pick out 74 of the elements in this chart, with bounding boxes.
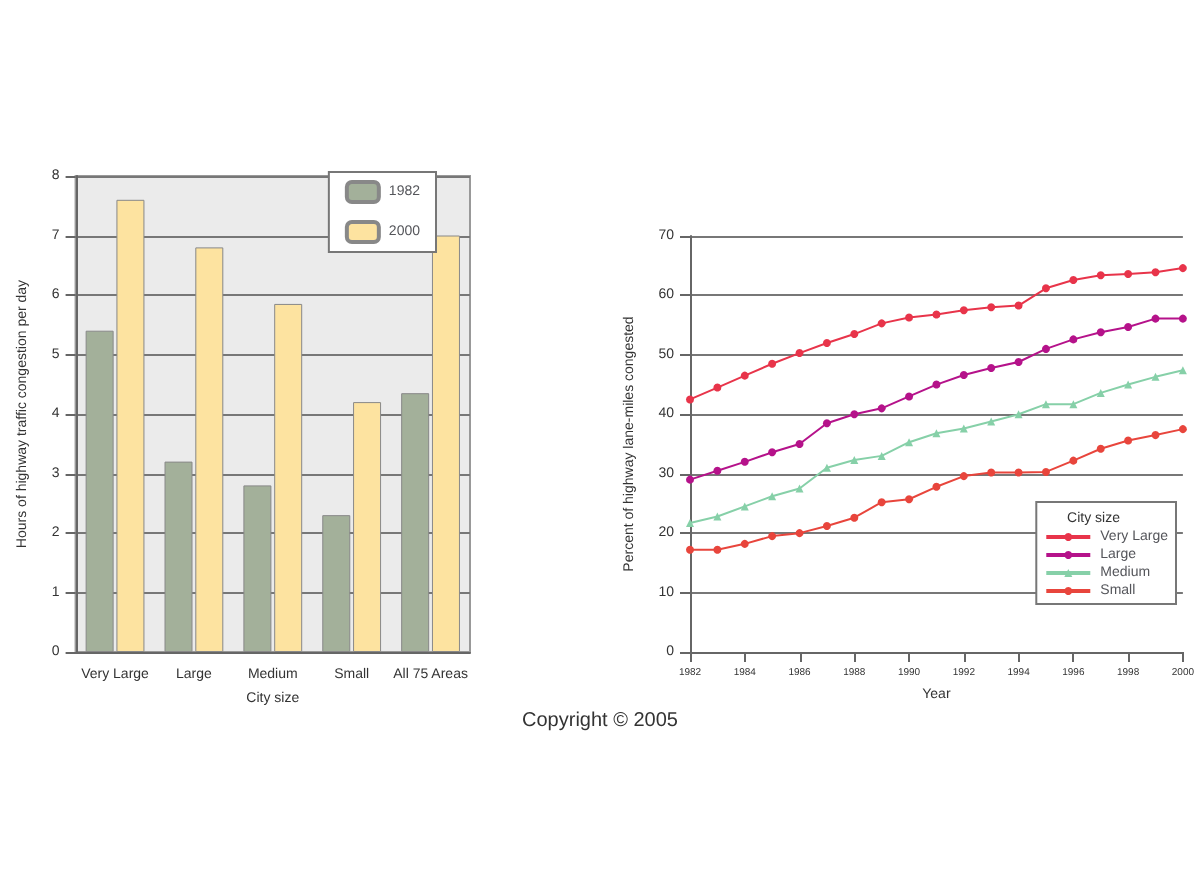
text: Copyright © 2005 [520,710,680,732]
point [1124,270,1133,279]
point [768,359,777,368]
point [1014,468,1023,477]
point [686,475,694,484]
point [905,495,914,504]
point [713,512,722,521]
point [822,522,831,531]
point [1178,314,1187,323]
point [795,484,804,493]
point [686,519,694,528]
point [1014,410,1023,419]
point [850,513,859,522]
point [1124,380,1133,389]
point [822,463,831,472]
point [1124,436,1133,445]
point [959,472,968,481]
point [1151,314,1160,323]
point [713,383,722,392]
point [713,466,722,475]
point [959,424,968,433]
point [1151,268,1160,277]
point [1151,431,1160,440]
point [768,532,777,541]
point [1069,335,1078,344]
point [1014,301,1023,310]
point [905,438,914,447]
point [1069,400,1078,409]
point [959,306,968,315]
point [850,410,859,419]
point [795,440,804,448]
point [1124,322,1133,331]
point [795,349,804,358]
point [905,313,914,322]
point [905,392,914,401]
point [1178,425,1187,434]
point [877,319,886,328]
point [932,310,941,319]
point [822,419,831,428]
point [877,404,886,413]
point [1041,284,1050,293]
point [1096,444,1105,453]
line-series [686,366,1187,528]
point [1096,271,1105,280]
point [822,338,831,347]
point [932,482,941,491]
point [850,330,859,339]
point [1069,275,1078,284]
point [1096,328,1105,337]
point [959,371,968,380]
point [987,468,996,477]
point [1041,400,1050,409]
point [740,457,749,466]
point [713,545,722,554]
point [877,498,886,507]
point [740,371,749,380]
point [932,380,941,389]
point [768,448,777,457]
point [1069,456,1078,465]
point [987,363,996,372]
point [1178,264,1187,273]
point [932,429,941,438]
point [686,545,694,554]
point [850,456,859,465]
point [1014,357,1023,366]
point [1041,344,1050,353]
point [1041,467,1050,476]
point [877,451,886,460]
point [987,303,996,312]
point [1096,388,1105,397]
point [795,529,804,538]
point [740,539,749,548]
point [1151,372,1160,381]
point [686,395,694,404]
